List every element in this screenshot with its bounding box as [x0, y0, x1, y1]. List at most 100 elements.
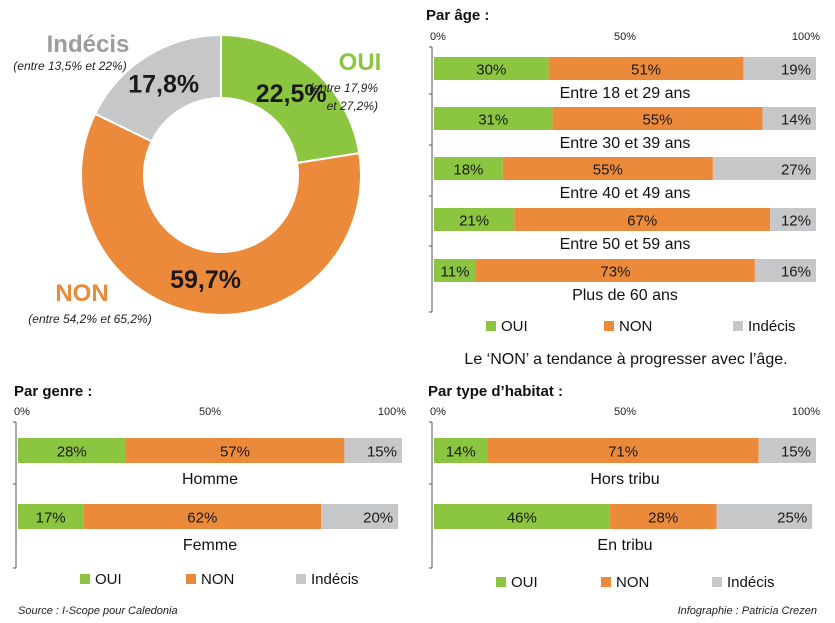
- genre-bar-oui: [18, 438, 126, 463]
- habitat-legend-swatch-oui: [496, 577, 506, 587]
- age-legend-swatch-oui: [486, 321, 496, 331]
- donut-value-oui: 22,5%: [256, 80, 327, 108]
- infographic-credit: Infographie : Patricia Crezen: [677, 605, 817, 617]
- genre-bar-oui: [18, 504, 84, 529]
- age-value-oui: 18%: [453, 162, 483, 179]
- age-bar-oui: [434, 208, 515, 231]
- habitat-tick-label: 0%: [430, 406, 446, 418]
- genre-legend-swatch-oui: [80, 574, 90, 584]
- age-bar-indecis: [743, 57, 816, 80]
- genre-legend-label-non: NON: [201, 571, 234, 588]
- habitat-bar-oui: [434, 504, 610, 529]
- genre-tick-label: 100%: [378, 406, 406, 418]
- age-value-non: 55%: [593, 162, 623, 179]
- age-tick-label: 50%: [614, 31, 636, 43]
- genre-value-indecis: 15%: [367, 444, 397, 461]
- donut-range-indecis: (entre 13,5% et 22%): [13, 59, 126, 73]
- age-bar-non: [476, 259, 755, 282]
- donut-label-indecis: Indécis: [47, 31, 130, 58]
- age-note: Le ‘NON’ a tendance à progresser avec l’…: [464, 351, 787, 368]
- habitat-legend-label-indecis: Indécis: [727, 574, 775, 591]
- age-bar-non: [502, 157, 713, 180]
- donut-range-oui: (entre 17,9%: [309, 81, 378, 95]
- genre-legend-label-oui: OUI: [95, 571, 122, 588]
- age-bar-oui: [434, 57, 549, 80]
- genre-value-non: 62%: [187, 510, 217, 527]
- habitat-value-oui: 14%: [446, 444, 476, 461]
- habitat-legend-swatch-indecis: [712, 577, 722, 587]
- genre-value-indecis: 20%: [363, 510, 393, 527]
- age-bar-indecis: [770, 208, 816, 231]
- age-value-oui: 30%: [476, 62, 506, 79]
- age-value-indecis: 19%: [781, 62, 811, 79]
- age-bar-non: [552, 107, 763, 130]
- age-value-oui: 31%: [478, 112, 508, 129]
- age-legend-swatch-indecis: [733, 321, 743, 331]
- genre-bar-indecis: [344, 438, 402, 463]
- habitat-bar-indecis: [716, 504, 813, 529]
- age-value-non: 51%: [631, 62, 661, 79]
- habitat-value-oui: 46%: [507, 510, 537, 527]
- age-title: Par âge :: [426, 7, 489, 24]
- donut-range-oui: et 27,2%): [327, 99, 378, 113]
- donut-value-non: 59,7%: [170, 266, 241, 294]
- age-category-label: Plus de 60 ans: [572, 287, 678, 304]
- age-value-non: 55%: [642, 112, 672, 129]
- age-tick-label: 100%: [792, 31, 820, 43]
- genre-bar-non: [83, 504, 322, 529]
- donut-value-indecis: 17,8%: [128, 70, 199, 98]
- habitat-value-indecis: 25%: [777, 510, 807, 527]
- genre-tick-label: 0%: [14, 406, 30, 418]
- habitat-category-label: Hors tribu: [590, 471, 659, 488]
- habitat-bar-indecis: [758, 438, 816, 463]
- age-category-label: Entre 30 et 39 ans: [560, 135, 691, 152]
- genre-legend-swatch-indecis: [296, 574, 306, 584]
- genre-value-oui: 28%: [57, 444, 87, 461]
- age-value-indecis: 12%: [781, 213, 811, 230]
- habitat-value-non: 71%: [608, 444, 638, 461]
- age-bar-indecis: [762, 107, 816, 130]
- genre-category-label: Femme: [183, 537, 237, 554]
- habitat-tick-label: 100%: [792, 406, 820, 418]
- habitat-title: Par type d’habitat :: [428, 383, 563, 400]
- age-value-indecis: 14%: [781, 112, 811, 129]
- age-bar-non: [548, 57, 744, 80]
- genre-category-label: Homme: [182, 471, 238, 488]
- age-value-oui: 21%: [459, 213, 489, 230]
- age-bar-oui: [434, 157, 503, 180]
- age-value-non: 67%: [627, 213, 657, 230]
- age-bar-non: [514, 208, 771, 231]
- habitat-legend-swatch-non: [601, 577, 611, 587]
- age-category-label: Entre 18 et 29 ans: [560, 85, 691, 102]
- age-category-label: Entre 40 et 49 ans: [560, 185, 691, 202]
- age-legend-label-oui: OUI: [501, 318, 528, 335]
- donut-label-oui: OUI: [339, 49, 382, 76]
- age-legend-swatch-non: [604, 321, 614, 331]
- habitat-value-non: 28%: [648, 510, 678, 527]
- age-legend-label-indecis: Indécis: [748, 318, 796, 335]
- habitat-tick-label: 50%: [614, 406, 636, 418]
- habitat-bar-non: [609, 504, 717, 529]
- age-value-oui: 11%: [441, 264, 470, 281]
- donut-label-non: NON: [55, 280, 108, 307]
- habitat-category-label: En tribu: [597, 537, 652, 554]
- donut-slice-indecis: [93, 33, 222, 143]
- genre-bar-non: [125, 438, 345, 463]
- habitat-legend-label-oui: OUI: [511, 574, 538, 591]
- age-legend-label-non: NON: [619, 318, 652, 335]
- genre-value-oui: 17%: [36, 510, 66, 527]
- donut-slice-non: [80, 112, 362, 316]
- genre-title: Par genre :: [14, 383, 92, 400]
- age-value-indecis: 16%: [781, 264, 811, 281]
- age-bar-indecis: [712, 157, 816, 180]
- age-category-label: Entre 50 et 59 ans: [560, 236, 691, 253]
- source-note: Source : I-Scope pour Caledonia: [18, 605, 178, 617]
- age-bar-indecis: [754, 259, 816, 282]
- donut-range-non: (entre 54,2% et 65,2%): [28, 312, 151, 326]
- donut-slice-oui: [220, 33, 361, 165]
- genre-bar-indecis: [321, 504, 399, 529]
- habitat-value-indecis: 15%: [781, 444, 811, 461]
- habitat-bar-oui: [434, 438, 488, 463]
- genre-legend-swatch-non: [186, 574, 196, 584]
